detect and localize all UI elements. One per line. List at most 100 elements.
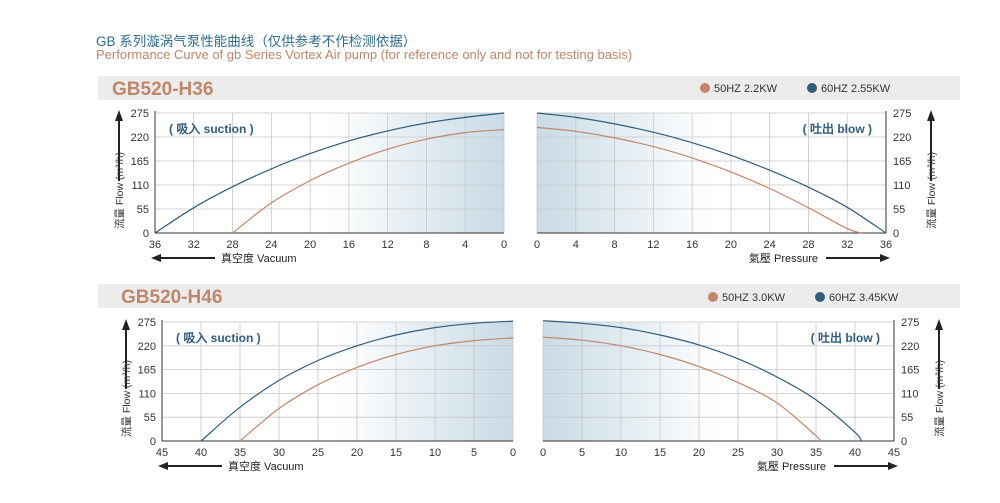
left-series-50hz-line — [232, 129, 505, 234]
left-y-arrow-head — [122, 319, 130, 330]
y-tick-label: 0 — [901, 436, 907, 448]
x-tick-label: 0 — [501, 239, 507, 251]
y-tick-label: 275 — [131, 108, 149, 120]
left-y-arrow-head — [115, 110, 123, 121]
x-tick-label: 5 — [471, 447, 477, 459]
x-tick-label: 24 — [764, 239, 776, 251]
y-tick-label: 0 — [150, 436, 156, 448]
y-tick-label: 275 — [893, 108, 911, 120]
left-y-axis-label: 流量 Flow (m³/h) — [120, 360, 133, 437]
vacuum-arrow-head — [151, 254, 161, 262]
x-tick-label: 16 — [686, 239, 698, 251]
y-tick-label: 220 — [901, 341, 919, 353]
x-tick-label: 40 — [195, 447, 207, 459]
x-tick-label: 35 — [810, 447, 822, 459]
right-series-50hz-line — [536, 126, 862, 234]
y-tick-label: 110 — [901, 388, 919, 400]
x-tick-label: 30 — [273, 447, 285, 459]
x-tick-label: 28 — [226, 239, 238, 251]
x-tick-label: 8 — [423, 239, 429, 251]
blow-tag: ( 吐出 blow ) — [811, 330, 880, 345]
x-tick-label: 40 — [849, 447, 861, 459]
x-tick-label: 16 — [343, 239, 355, 251]
left-series-50hz-line — [239, 337, 514, 442]
pressure-label: 氣壓 Pressure — [749, 251, 818, 265]
y-tick-label: 165 — [893, 156, 911, 168]
left-plot-background — [155, 113, 504, 233]
y-tick-label: 165 — [138, 365, 156, 377]
x-tick-label: 5 — [579, 447, 585, 459]
x-tick-label: 45 — [156, 447, 168, 459]
x-tick-label: 10 — [615, 447, 627, 459]
x-tick-label: 25 — [312, 447, 324, 459]
chart-gb520-h46: GB520-H46 50HZ 3.0KW 60HZ 3.45KW 45 40 35 30 25… — [98, 284, 960, 473]
legend-marker-50hz — [700, 83, 710, 93]
chart-gb520-h36: GB520-H36 50HZ 2.2KW 60HZ 2.55KW 36 32 28 24 20… — [98, 76, 960, 265]
legend-label-50hz: 50HZ 3.0KW — [722, 292, 786, 304]
right-series-50hz-line — [542, 336, 821, 442]
legend-label-50hz: 50HZ 2.2KW — [714, 83, 778, 95]
header-title-cn: GB 系列漩涡气泵性能曲线（仅供参考不作检测依据） — [96, 34, 417, 49]
vacuum-label: 真空度 Vacuum — [221, 251, 297, 265]
x-tick-label: 12 — [647, 239, 659, 251]
pressure-arrow-head — [880, 254, 890, 262]
header-title-en: Performance Curve of gb Series Vortex Ai… — [96, 47, 633, 62]
legend-marker-60hz — [807, 83, 817, 93]
legend-label-60hz: 60HZ 2.55KW — [821, 83, 891, 95]
right-series-60hz-line — [536, 112, 887, 234]
vacuum-label: 真空度 Vacuum — [228, 459, 304, 473]
x-tick-label: 4 — [573, 239, 579, 251]
y-tick-label: 165 — [901, 365, 919, 377]
x-tick-label: 4 — [462, 239, 468, 251]
x-tick-label: 25 — [732, 447, 744, 459]
x-tick-label: 8 — [611, 239, 617, 251]
y-tick-label: 55 — [893, 204, 905, 216]
x-tick-label: 0 — [534, 239, 540, 251]
legend-marker-50hz — [708, 292, 718, 302]
y-tick-label: 220 — [138, 341, 156, 353]
y-tick-label: 110 — [893, 180, 911, 192]
x-tick-label: 15 — [390, 447, 402, 459]
x-tick-label: 24 — [265, 239, 277, 251]
x-tick-label: 36 — [149, 239, 161, 251]
pressure-label: 氣壓 Pressure — [757, 459, 826, 473]
right-series-60hz-line — [542, 320, 862, 442]
right-y-axis-label: 流量 Flow (m³/h) — [925, 152, 938, 229]
left-y-axis-label: 流量 Flow (m³/h) — [113, 152, 126, 229]
vacuum-arrow-head — [158, 462, 168, 470]
model-title: GB520-H46 — [121, 287, 222, 308]
y-tick-label: 55 — [137, 204, 149, 216]
y-tick-label: 55 — [901, 412, 913, 424]
y-tick-label: 220 — [131, 132, 149, 144]
x-tick-label: 32 — [188, 239, 200, 251]
x-tick-label: 20 — [351, 447, 363, 459]
right-y-axis-label: 流量 Flow (m³/h) — [933, 360, 946, 437]
model-title: GB520-H36 — [112, 79, 213, 100]
x-tick-label: 0 — [510, 447, 516, 459]
left-series-60hz-line — [154, 112, 505, 234]
x-tick-label: 0 — [540, 447, 546, 459]
y-tick-label: 110 — [138, 388, 156, 400]
y-tick-label: 0 — [893, 228, 899, 240]
blow-tag: ( 吐出 blow ) — [803, 121, 872, 136]
x-tick-label: 15 — [654, 447, 666, 459]
legend-label-60hz: 60HZ 3.45KW — [829, 292, 899, 304]
suction-tag: ( 吸入 suction ) — [176, 331, 261, 345]
right-y-arrow-head — [935, 319, 943, 330]
x-tick-label: 32 — [841, 239, 853, 251]
x-tick-label: 12 — [382, 239, 394, 251]
pressure-arrow-head — [888, 462, 898, 470]
x-tick-label: 35 — [234, 447, 246, 459]
x-tick-label: 20 — [725, 239, 737, 251]
x-tick-label: 10 — [429, 447, 441, 459]
suction-tag: ( 吸入 suction ) — [169, 122, 254, 136]
y-tick-label: 55 — [144, 412, 156, 424]
left-series-60hz-line — [200, 320, 514, 442]
left-plot-background — [162, 322, 513, 441]
x-tick-label: 20 — [304, 239, 316, 251]
right-y-arrow-head — [927, 110, 935, 121]
y-tick-label: 275 — [138, 317, 156, 329]
x-tick-label: 45 — [888, 447, 900, 459]
y-tick-label: 110 — [131, 180, 149, 192]
